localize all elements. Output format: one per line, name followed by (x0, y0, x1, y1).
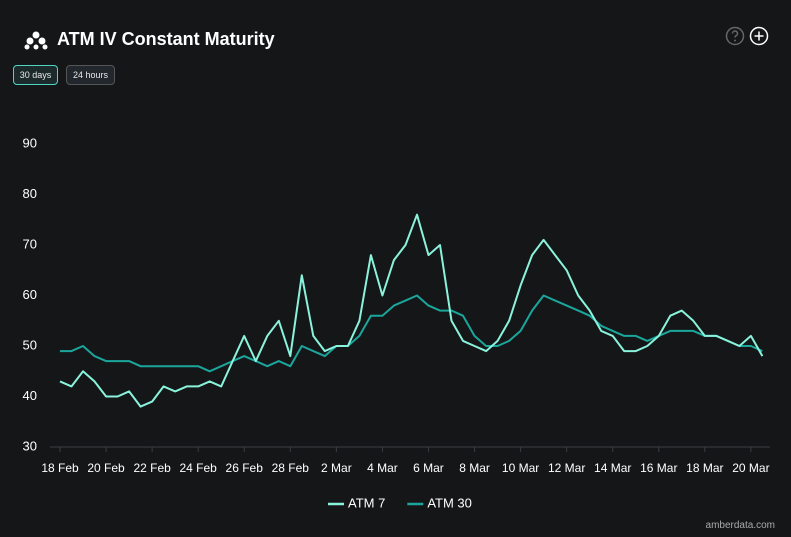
range-button[interactable]: 24 hours (66, 65, 115, 85)
x-tick-label: 20 Feb (87, 461, 125, 475)
x-tick-label: 22 Feb (133, 461, 171, 475)
x-tick-label: 8 Mar (459, 461, 490, 475)
x-tick-label: 2 Mar (321, 461, 352, 475)
y-tick-label: 90 (23, 135, 37, 150)
y-tick-label: 50 (23, 337, 37, 352)
series-line (59, 213, 764, 408)
x-tick-label: 26 Feb (226, 461, 264, 475)
x-tick-label: 4 Mar (367, 461, 398, 475)
x-tick-label: 28 Feb (272, 461, 310, 475)
x-tick-label: 18 Feb (41, 461, 79, 475)
logo (24, 31, 48, 50)
x-tick-label: 20 Mar (732, 461, 769, 475)
y-tick-label: 40 (23, 388, 37, 403)
x-tick-label: 6 Mar (413, 461, 444, 475)
x-tick-label: 14 Mar (594, 461, 631, 475)
x-tick-label: 10 Mar (502, 461, 539, 475)
legend-label[interactable]: ATM 7 (348, 495, 385, 510)
y-tick-label: 70 (23, 236, 37, 251)
help-icon[interactable] (725, 26, 745, 46)
x-tick-label: 16 Mar (640, 461, 677, 475)
y-tick-label: 60 (23, 287, 37, 302)
x-tick-label: 18 Mar (686, 461, 723, 475)
x-tick-label: 12 Mar (548, 461, 585, 475)
y-tick-label: 80 (23, 186, 37, 201)
legend-label[interactable]: ATM 30 (427, 495, 472, 510)
title: ATM IV Constant Maturity (57, 29, 275, 49)
add-icon[interactable] (749, 26, 769, 46)
x-tick-label: 24 Feb (180, 461, 218, 475)
footer-brand: amberdata.com (705, 520, 775, 531)
y-tick-label: 30 (23, 438, 37, 453)
series-line (60, 294, 763, 373)
range-button[interactable]: 30 days (13, 65, 58, 85)
